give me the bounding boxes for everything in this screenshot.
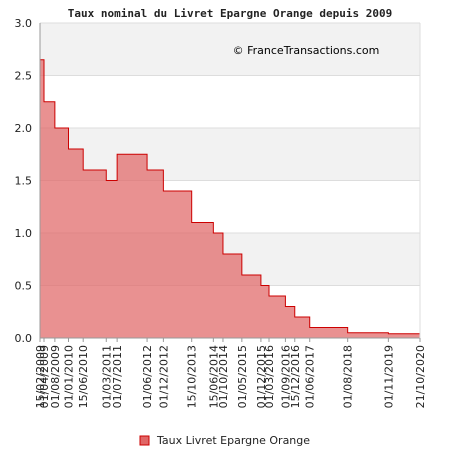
legend-label: Taux Livret Epargne Orange: [156, 434, 310, 447]
x-tick-label: 01/06/2017: [304, 345, 317, 408]
y-tick-label: 0.5: [15, 280, 33, 293]
y-tick-label: 0.0: [15, 332, 33, 345]
x-tick-label: 15/10/2013: [186, 345, 199, 408]
x-tick-label: 01/06/2012: [141, 345, 154, 408]
x-tick-label: 01/12/2015: [255, 345, 268, 408]
x-tick-label: 15/12/2016: [289, 345, 302, 408]
x-tick-label: 01/08/2018: [342, 345, 355, 408]
background-bands: [40, 23, 420, 338]
x-tick-label: 01/03/2011: [100, 345, 113, 408]
rate-step-line: [40, 59, 420, 335]
band-4: [40, 75, 420, 128]
x-tick-label: 01/12/2012: [157, 345, 170, 408]
x-tick-label: 01/08/2009: [49, 345, 62, 408]
y-tick-label: 1.0: [15, 227, 33, 240]
y-tick-label: 1.5: [15, 175, 33, 188]
rate-area: [40, 59, 420, 338]
x-tick-label: 01/10/2014: [217, 345, 230, 408]
y-tick-label: 3.0: [15, 17, 33, 30]
x-tick-label: 15/02/2009: [34, 345, 47, 408]
x-tick-label: 01/05/2015: [236, 345, 249, 408]
chart-title: Taux nominal du Livret Epargne Orange de…: [68, 7, 393, 20]
legend-swatch: [139, 435, 150, 446]
x-tick-label: 01/03/2016: [263, 345, 276, 408]
x-tick-label: 01/09/2016: [279, 345, 292, 408]
y-tick-label: 2.0: [15, 122, 33, 135]
copyright-text: © FranceTransactions.com: [233, 44, 380, 57]
y-axis-ticks: 0.0 0.5 1.0 1.5 2.0 2.5 3.0: [15, 17, 33, 345]
x-tick-label: 15/06/2010: [77, 345, 90, 408]
band-5: [40, 23, 420, 76]
x-tick-label: 01/07/2011: [111, 345, 124, 408]
x-tick-label: 15/06/2014: [207, 345, 220, 408]
x-tick-label: 01/04/2009: [38, 345, 51, 408]
axes: [39, 23, 421, 339]
x-tick-label: 01/11/2019: [382, 345, 395, 408]
x-tick-label: 01/01/2010: [63, 345, 76, 408]
x-tick-label: 21/10/2020: [414, 345, 427, 408]
y-tick-label: 2.5: [15, 70, 33, 83]
